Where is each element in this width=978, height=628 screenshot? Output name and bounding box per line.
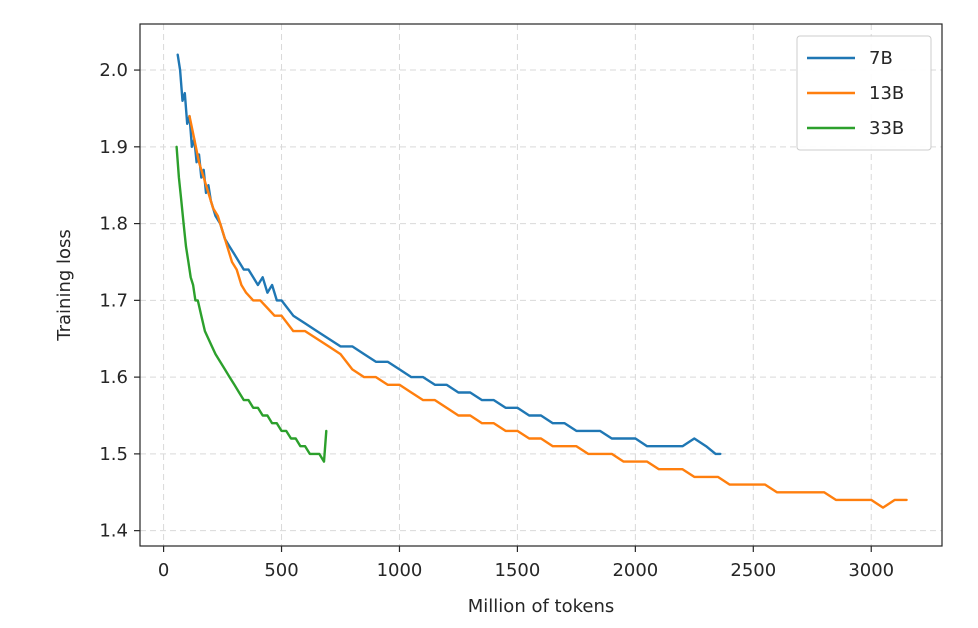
legend-label-7b: 7B [869, 48, 893, 69]
y-tick-label: 1.4 [99, 521, 128, 542]
y-tick-label: 1.5 [99, 444, 128, 465]
y-tick-label: 1.6 [99, 367, 128, 388]
x-axis: 0 500 1000 1500 2000 2500 3000 [158, 546, 894, 581]
x-tick-label: 2500 [730, 560, 776, 581]
series-line-7b [176, 53, 722, 456]
series-line-13b [188, 114, 908, 509]
y-tick-label: 1.9 [99, 137, 128, 158]
legend-label-33b: 33B [869, 118, 904, 139]
x-tick-label: 1000 [377, 560, 423, 581]
series-line-33b [175, 145, 328, 463]
x-tick-label: 0 [158, 560, 169, 581]
y-axis: 1.4 1.5 1.6 1.7 1.8 1.9 2.0 [99, 60, 140, 542]
x-tick-label: 2000 [612, 560, 658, 581]
legend-box [796, 35, 932, 151]
x-tick-label: 500 [264, 560, 298, 581]
legend-label-13b: 13B [869, 83, 904, 104]
y-tick-label: 2.0 [99, 60, 128, 81]
legend: 7B 13B 33B [796, 35, 932, 151]
y-tick-label: 1.7 [99, 290, 128, 311]
y-axis-label: Training loss [54, 229, 75, 342]
y-tick-label: 1.8 [99, 214, 128, 235]
x-tick-label: 1500 [495, 560, 541, 581]
x-tick-label: 3000 [848, 560, 894, 581]
plot-frame [139, 23, 943, 547]
series-lines [175, 53, 908, 509]
grid [140, 24, 942, 546]
x-axis-label: Million of tokens [468, 596, 614, 617]
